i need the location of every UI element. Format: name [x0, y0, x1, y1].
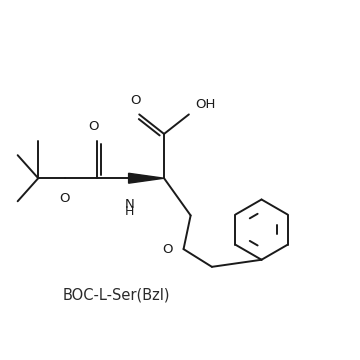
Text: O: O — [59, 192, 70, 206]
Text: O: O — [162, 243, 173, 256]
Polygon shape — [129, 173, 164, 183]
Text: O: O — [130, 94, 141, 107]
Text: O: O — [88, 120, 98, 133]
Text: N: N — [125, 198, 134, 211]
Text: OH: OH — [195, 98, 216, 111]
Text: H: H — [125, 205, 134, 218]
Text: BOC-L-Ser(Bzl): BOC-L-Ser(Bzl) — [62, 288, 170, 303]
